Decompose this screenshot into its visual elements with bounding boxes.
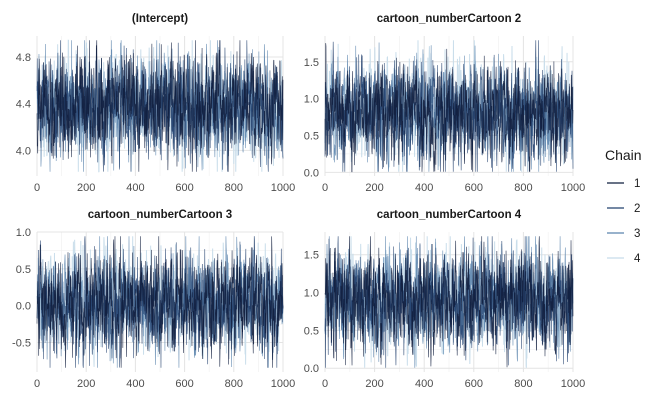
- y-tick-label: 0.0: [304, 363, 319, 375]
- x-tick-label: 800: [514, 182, 532, 194]
- x-tick-label: 400: [126, 182, 144, 194]
- y-tick-label: 1.5: [304, 250, 319, 262]
- y-tick-label: 4.8: [16, 52, 31, 64]
- x-tick-label: 1000: [561, 182, 585, 194]
- x-tick-label: 1000: [271, 182, 295, 194]
- x-tick-label: 0: [322, 182, 328, 194]
- x-tick-label: 1000: [271, 378, 295, 390]
- legend-label-chain-2: 2: [634, 203, 640, 215]
- x-tick-label: 600: [465, 182, 483, 194]
- y-tick-label: 0.5: [16, 264, 31, 276]
- y-tick-label: 1.5: [304, 57, 319, 69]
- y-tick-label: 1.0: [16, 227, 31, 239]
- x-tick-label: 0: [322, 378, 328, 390]
- x-tick-label: 600: [175, 378, 193, 390]
- legend-label-chain-1: 1: [634, 178, 640, 190]
- x-tick-label: 200: [77, 182, 95, 194]
- x-tick-label: 200: [77, 378, 95, 390]
- y-tick-label: 4.0: [16, 145, 31, 157]
- y-tick-label: 4.4: [16, 99, 31, 111]
- panel-title: cartoon_numberCartoon 3: [88, 209, 232, 221]
- y-tick-label: -0.5: [12, 338, 31, 350]
- x-tick-label: 200: [365, 182, 383, 194]
- x-tick-label: 800: [225, 378, 243, 390]
- facet-panel: 0 200 400 600 800 1000 0.0 0.5 1.0 1.5 cartoon_num…: [304, 209, 586, 390]
- chain-1-trace: [36, 236, 284, 368]
- x-tick-label: 600: [175, 182, 193, 194]
- y-tick-label: 0.0: [304, 167, 319, 179]
- legend: Chain 1 2 3 4: [605, 147, 642, 265]
- legend-label-chain-3: 3: [634, 228, 640, 240]
- facet-panel: 0 200 400 600 800 1000 0.0 0.5 1.0 1.5 cartoon_num…: [304, 13, 586, 194]
- x-tick-label: 0: [34, 378, 40, 390]
- y-tick-label: 0.5: [304, 325, 319, 337]
- panel-title: (Intercept): [132, 13, 188, 25]
- y-tick-label: 1.0: [304, 288, 319, 300]
- x-tick-label: 1000: [561, 378, 585, 390]
- x-tick-label: 200: [365, 378, 383, 390]
- x-tick-label: 400: [415, 182, 433, 194]
- chain-2-trace: [324, 236, 574, 368]
- legend-label-chain-4: 4: [634, 253, 641, 265]
- legend-title: Chain: [605, 147, 642, 163]
- facet-panel: 0 200 400 600 800 1000 -0.5 0.0 0.5 1.0 cartoon_nu…: [12, 209, 295, 390]
- y-tick-label: 0.0: [16, 301, 31, 313]
- x-tick-label: 800: [514, 378, 532, 390]
- x-tick-label: 400: [415, 378, 433, 390]
- facet-panel: 0 200 400 600 800 1000 4.0 4.4 4.8 (Intercept): [16, 13, 296, 194]
- x-tick-label: 0: [34, 182, 40, 194]
- panel-title: cartoon_numberCartoon 2: [377, 13, 521, 25]
- chain-1-trace: [324, 43, 574, 173]
- y-tick-label: 0.5: [304, 130, 319, 142]
- chain-1-trace: [36, 40, 284, 172]
- x-tick-label: 800: [225, 182, 243, 194]
- panel-title: cartoon_numberCartoon 4: [377, 209, 522, 221]
- x-tick-label: 600: [465, 378, 483, 390]
- x-tick-label: 400: [126, 378, 144, 390]
- chain-1-trace: [324, 236, 574, 368]
- y-tick-label: 1.0: [304, 94, 319, 106]
